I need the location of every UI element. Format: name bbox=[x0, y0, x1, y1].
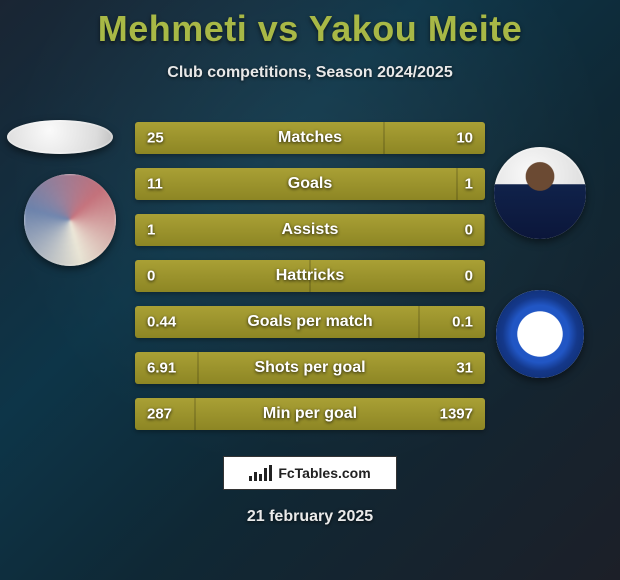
stat-label: Min per goal bbox=[135, 405, 485, 423]
bar-chart-icon bbox=[249, 465, 272, 481]
stat-label: Goals per match bbox=[135, 313, 485, 331]
player2-photo bbox=[494, 147, 586, 239]
stat-label: Assists bbox=[135, 221, 485, 239]
stat-row: 111Goals bbox=[135, 168, 485, 200]
stat-label: Goals bbox=[135, 175, 485, 193]
subtitle: Club competitions, Season 2024/2025 bbox=[0, 64, 620, 82]
stats-table: 2510Matches 111Goals 10Assists 00Hattricks 0… bbox=[135, 122, 485, 430]
title-player-left: Mehmeti bbox=[98, 8, 248, 49]
stat-row: 10Assists bbox=[135, 214, 485, 246]
page-title: Mehmeti vs Yakou Meite bbox=[0, 8, 620, 50]
stat-row: 00Hattricks bbox=[135, 260, 485, 292]
bluebird-icon bbox=[496, 290, 584, 378]
crest-icon bbox=[24, 174, 116, 266]
stat-label: Shots per goal bbox=[135, 359, 485, 377]
stat-row: 2871397Min per goal bbox=[135, 398, 485, 430]
stat-row: 2510Matches bbox=[135, 122, 485, 154]
stat-row: 0.440.1Goals per match bbox=[135, 306, 485, 338]
stat-row: 6.9131Shots per goal bbox=[135, 352, 485, 384]
logo-text: FcTables.com bbox=[278, 465, 370, 481]
fctables-logo: FcTables.com bbox=[223, 456, 397, 490]
person-icon bbox=[494, 147, 586, 239]
comparison-date: 21 february 2025 bbox=[0, 508, 620, 526]
player1-club-crest bbox=[24, 174, 116, 266]
title-player-right: Yakou Meite bbox=[309, 8, 523, 49]
stat-label: Matches bbox=[135, 129, 485, 147]
stat-label: Hattricks bbox=[135, 267, 485, 285]
title-vs: vs bbox=[258, 8, 299, 49]
player1-photo bbox=[7, 120, 113, 154]
player2-club-crest bbox=[496, 290, 584, 378]
comparison-card: Mehmeti vs Yakou Meite Club competitions… bbox=[0, 0, 620, 580]
